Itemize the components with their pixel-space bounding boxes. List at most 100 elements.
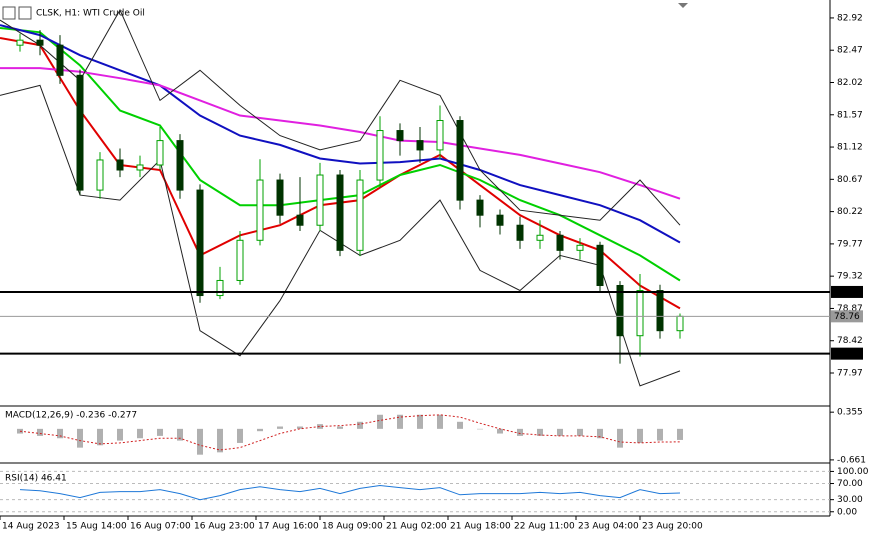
price-badge-label: 78.24	[834, 349, 860, 359]
y-tick-label: 78.87	[837, 304, 863, 314]
x-tick-label: 21 Aug 02:00	[386, 522, 447, 532]
macd-bar	[457, 421, 463, 429]
candle-body	[576, 244, 584, 251]
menu-icon[interactable]	[2, 6, 16, 20]
candle-body	[296, 214, 304, 226]
y-tick-label: 100.00	[837, 467, 869, 477]
y-tick-label: 82.02	[837, 78, 863, 88]
candle-body	[136, 164, 144, 171]
macd-bar	[137, 428, 143, 439]
candle-body	[356, 179, 364, 251]
x-tick-label: 22 Aug 11:00	[514, 522, 575, 532]
rsi-title: RSI(14) 46.41	[5, 474, 67, 484]
candle-body	[416, 140, 424, 151]
candle-body	[616, 284, 624, 337]
x-tick-label: 23 Aug 04:00	[578, 522, 639, 532]
chart-title: CLSK, H1: WTI Crude Oil	[36, 9, 145, 19]
candle-body	[496, 214, 504, 226]
y-tick-label: 79.32	[837, 272, 863, 282]
x-tick-label: 23 Aug 20:00	[642, 522, 703, 532]
macd-bar	[77, 428, 83, 448]
macd-bar	[497, 428, 503, 434]
y-tick-label: 82.47	[837, 46, 863, 56]
y-tick-label: 70.00	[837, 479, 863, 489]
candle-body	[36, 39, 44, 46]
candle-body	[516, 224, 524, 241]
macd-bar	[597, 428, 603, 439]
indicator-line	[0, 67, 681, 200]
macd-signal	[19, 414, 681, 451]
candle-body	[336, 174, 344, 251]
candle-body	[56, 44, 64, 76]
macd-bar	[157, 428, 163, 436]
x-tick-label: 18 Aug 09:00	[322, 522, 383, 532]
candle-body	[456, 120, 464, 201]
macd-bar	[397, 414, 403, 429]
macd-bar	[297, 426, 303, 429]
candle-body	[16, 39, 24, 46]
y-tick-label: -0.661	[837, 455, 866, 465]
macd-bar	[557, 428, 563, 436]
candle-body	[196, 189, 204, 297]
macd-bar	[657, 428, 663, 441]
y-tick-label: 78.42	[837, 336, 863, 346]
y-tick-label: 80.67	[837, 175, 863, 185]
price-badge-label: 79.10	[834, 287, 860, 297]
macd-bar	[477, 428, 483, 430]
macd-bar	[637, 428, 643, 443]
macd-bar	[357, 421, 363, 429]
candle-body	[396, 130, 404, 142]
candle-body	[436, 120, 444, 151]
candle-body	[596, 244, 604, 286]
price-badge	[831, 347, 863, 360]
macd-bar	[97, 428, 103, 446]
window-icon[interactable]	[18, 6, 32, 20]
candle-body	[236, 239, 244, 281]
y-tick-label: 0.355	[837, 408, 863, 418]
candle-body	[276, 179, 284, 216]
y-tick-label: 0.00	[837, 507, 857, 517]
macd-bar	[277, 426, 283, 429]
macd-bar	[437, 414, 443, 429]
y-tick-label: 77.97	[837, 369, 863, 379]
candle-body	[96, 159, 104, 191]
candle-body	[116, 159, 124, 171]
x-tick-label: 21 Aug 18:00	[450, 522, 511, 532]
x-tick-label: 14 Aug 2023	[2, 522, 60, 532]
candle-body	[176, 140, 184, 191]
macd-bar	[237, 428, 243, 443]
macd-bar	[197, 428, 203, 455]
candle-body	[376, 130, 384, 181]
candle-body	[676, 315, 684, 332]
shift-marker[interactable]	[678, 3, 688, 8]
indicator-line	[0, 8, 681, 226]
macd-bar	[17, 428, 23, 434]
x-tick-label: 16 Aug 07:00	[130, 522, 191, 532]
rsi-line	[19, 484, 681, 501]
candle-body	[556, 234, 564, 251]
y-tick-label: 82.92	[837, 13, 863, 23]
macd-bar	[257, 428, 263, 432]
price-badge-label: 78.76	[834, 312, 860, 322]
macd-title: MACD(12,26,9) -0.236 -0.277	[5, 411, 137, 421]
price-badge	[831, 285, 863, 298]
y-tick-label: 80.22	[837, 207, 863, 217]
macd-bar	[317, 424, 323, 429]
macd-bar	[417, 414, 423, 429]
macd-bar	[177, 428, 183, 441]
macd-bar	[677, 428, 683, 440]
candle-body	[636, 290, 644, 337]
candle-body	[316, 174, 324, 226]
macd-bar	[577, 428, 583, 436]
x-tick-label: 15 Aug 14:00	[66, 522, 127, 532]
candle-body	[256, 179, 264, 241]
y-tick-label: 81.57	[837, 110, 863, 120]
candle-body	[476, 199, 484, 216]
macd-bar	[117, 428, 123, 441]
x-tick-label: 16 Aug 23:00	[194, 522, 255, 532]
indicator-line	[0, 24, 681, 244]
x-tick-label: 17 Aug 16:00	[258, 522, 319, 532]
y-tick-label: 81.12	[837, 143, 863, 153]
